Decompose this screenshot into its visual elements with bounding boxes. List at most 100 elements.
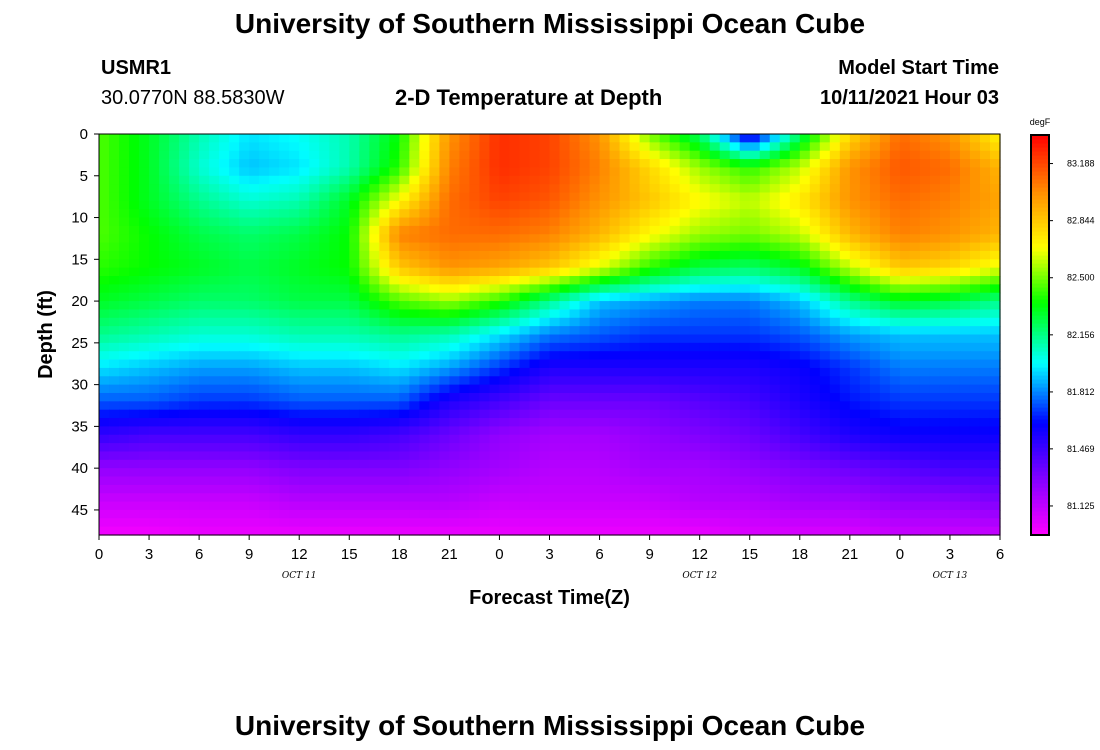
heatmap-cell <box>939 284 951 294</box>
heatmap-cell <box>329 501 340 511</box>
heatmap-cell <box>879 267 891 277</box>
heatmap-cell <box>129 167 140 177</box>
heatmap-cell <box>299 259 310 269</box>
heatmap-cell <box>569 250 581 260</box>
heatmap-cell <box>789 334 801 344</box>
heatmap-cell <box>119 526 130 536</box>
heatmap-cell <box>189 167 200 177</box>
heatmap-cell <box>179 493 190 503</box>
heatmap-cell <box>199 367 210 377</box>
heatmap-cell <box>509 142 521 152</box>
heatmap-cell <box>659 359 671 369</box>
heatmap-cell <box>249 426 260 436</box>
heatmap-cell <box>709 459 721 469</box>
heatmap-cell <box>349 309 360 319</box>
heatmap-cell <box>989 409 1001 419</box>
heatmap-cell <box>609 418 621 427</box>
heatmap-cell <box>899 167 911 177</box>
heatmap-cell <box>99 334 110 344</box>
heatmap-cell <box>219 317 230 327</box>
heatmap-cell <box>249 150 260 160</box>
heatmap-cell <box>299 509 310 519</box>
heatmap-cell <box>529 501 541 511</box>
heatmap-cell <box>799 392 811 402</box>
heatmap-cell <box>929 234 941 244</box>
colorbar-segment <box>1031 531 1049 536</box>
y-tick-label: 5 <box>80 168 88 185</box>
heatmap-cell <box>469 476 481 486</box>
heatmap-cell <box>349 150 360 160</box>
heatmap-cell <box>299 392 310 402</box>
heatmap-cell <box>369 401 380 411</box>
colorbar-tick-label: 81.469 <box>1067 444 1095 454</box>
heatmap-cell <box>569 476 581 486</box>
heatmap-cell <box>279 518 290 528</box>
heatmap-cell <box>149 234 160 244</box>
heatmap-cell <box>719 217 731 227</box>
heatmap-cell <box>309 418 320 427</box>
heatmap-cell <box>739 250 751 260</box>
heatmap-cell <box>679 401 691 411</box>
heatmap-cell <box>859 159 871 169</box>
heatmap-cell <box>319 418 330 427</box>
heatmap-cell <box>879 459 891 469</box>
heatmap-cell <box>259 367 270 377</box>
heatmap-cell <box>599 451 611 461</box>
heatmap-cell <box>629 359 641 369</box>
heatmap-cell <box>759 392 771 402</box>
heatmap-cell <box>789 392 801 402</box>
heatmap-cell <box>799 459 811 469</box>
heatmap-cell <box>989 509 1001 519</box>
heatmap-cell <box>659 284 671 294</box>
heatmap-cell <box>929 309 941 319</box>
heatmap-cell <box>639 418 651 427</box>
heatmap-cell <box>489 142 501 152</box>
heatmap-cell <box>799 334 811 344</box>
heatmap-cell <box>639 209 651 219</box>
heatmap-cell <box>779 301 791 311</box>
heatmap-cell <box>729 284 741 294</box>
heatmap-cell <box>319 234 330 244</box>
heatmap-cell <box>319 284 330 294</box>
heatmap-cell <box>189 367 200 377</box>
heatmap-cell <box>869 250 881 260</box>
heatmap-cell <box>329 409 340 419</box>
heatmap-cell <box>659 501 671 511</box>
heatmap-cell <box>499 326 511 336</box>
heatmap-cell <box>369 142 380 152</box>
heatmap-cell <box>939 134 951 143</box>
heatmap-cell <box>589 234 601 244</box>
heatmap-cell <box>709 317 721 327</box>
heatmap-cell <box>519 359 531 369</box>
heatmap-cell <box>469 459 481 469</box>
heatmap-cell <box>719 468 731 478</box>
heatmap-cell <box>129 134 140 143</box>
heatmap-cell <box>699 225 711 235</box>
heatmap-cell <box>299 225 310 235</box>
heatmap-cell <box>749 317 761 327</box>
heatmap-cell <box>409 284 420 294</box>
heatmap-cell <box>529 309 541 319</box>
heatmap-cell <box>369 459 380 469</box>
heatmap-cell <box>149 418 160 427</box>
heatmap-cell <box>619 459 631 469</box>
heatmap-cell <box>119 209 130 219</box>
heatmap-cell <box>819 209 831 219</box>
heatmap-cell <box>809 192 821 202</box>
heatmap-cell <box>919 317 931 327</box>
heatmap-cell <box>189 142 200 152</box>
heatmap-cell <box>679 150 691 160</box>
heatmap-cell <box>459 501 471 511</box>
heatmap-cell <box>109 334 120 344</box>
heatmap-cell <box>359 359 370 369</box>
heatmap-cell <box>669 342 681 352</box>
heatmap-cell <box>389 418 400 427</box>
heatmap-cell <box>359 259 370 269</box>
heatmap-cell <box>149 159 160 169</box>
heatmap-cell <box>499 367 511 377</box>
heatmap-cell <box>269 200 280 210</box>
heatmap-cell <box>959 392 971 402</box>
x-tick-label: 0 <box>495 546 503 563</box>
heatmap-cell <box>419 443 430 453</box>
heatmap-cell <box>819 259 831 269</box>
